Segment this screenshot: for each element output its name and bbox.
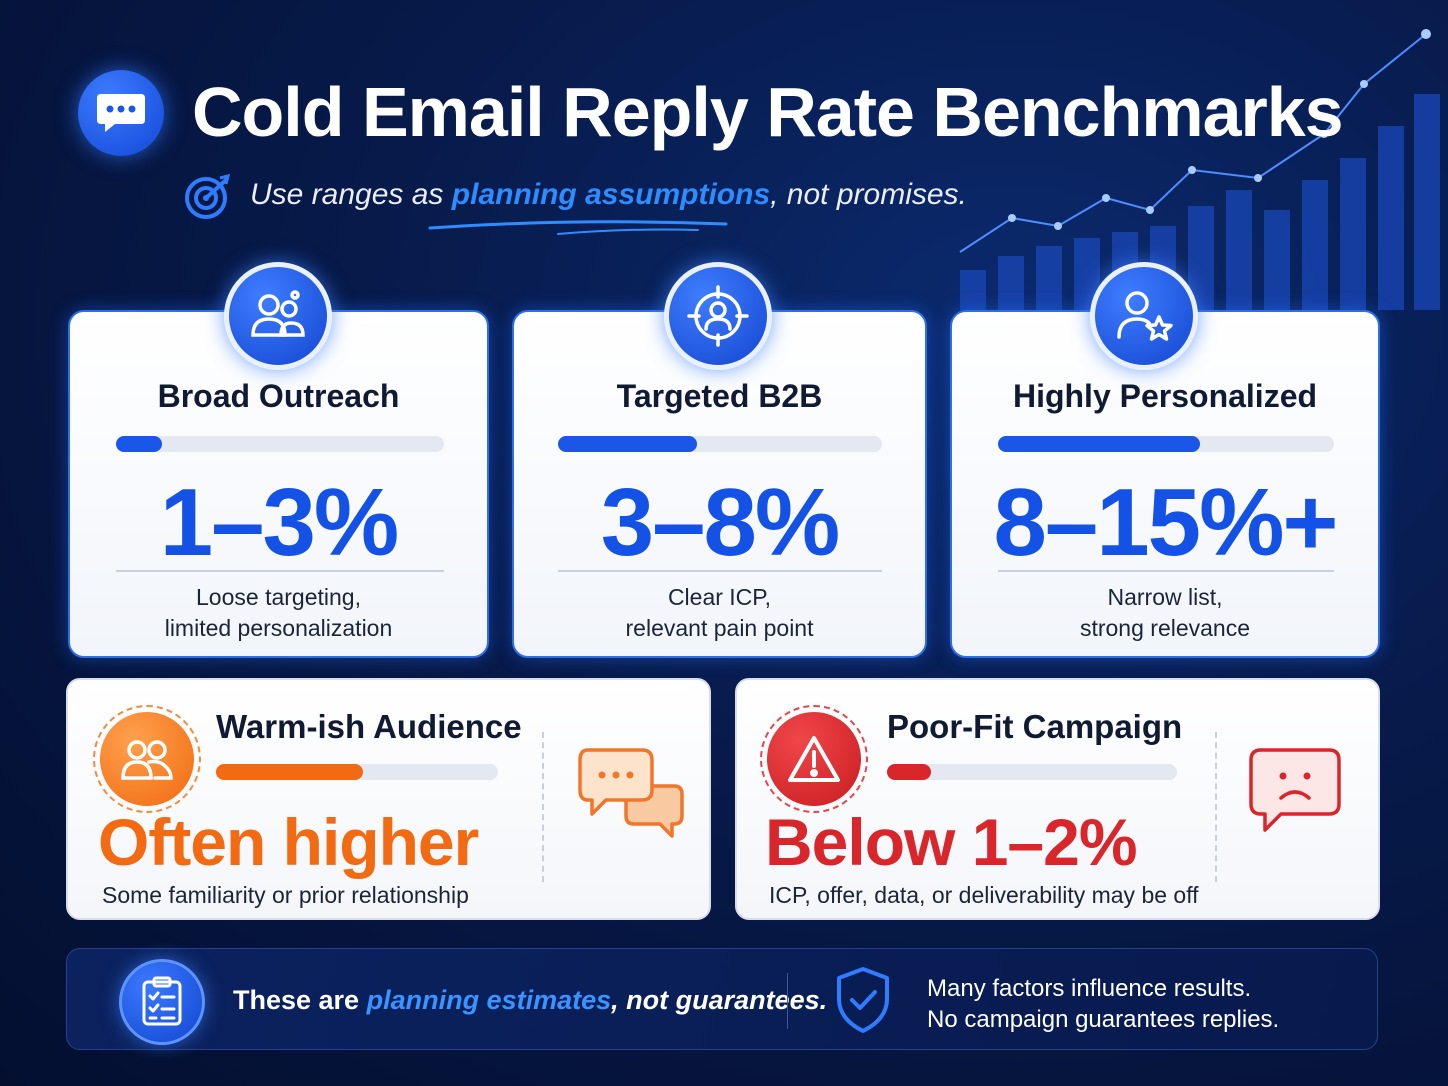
tier-divider <box>558 570 882 572</box>
warm-audience-bar <box>216 764 498 780</box>
tier-card-highly-personalized: Highly Personalized 8–15%+ Narrow list, s… <box>950 310 1380 658</box>
tier-bar-fill <box>998 436 1200 452</box>
tier-bar <box>558 436 882 452</box>
tier-title: Broad Outreach <box>157 378 400 414</box>
chat-bubbles-icon <box>578 748 684 838</box>
tier-value: 8–15%+ <box>993 469 1339 576</box>
tier-title: Highly Personalized <box>1012 378 1318 414</box>
poor-fit-value: Below 1–2% <box>765 805 1137 879</box>
warm-audience-description: Some familiarity or prior relationship <box>102 882 469 908</box>
tier-value: 1–3% <box>159 469 400 576</box>
shield-check-icon <box>837 967 889 1033</box>
poor-fit-divider <box>1215 732 1217 882</box>
tier-description: Loose targeting, limited personalization <box>164 584 393 641</box>
target-icon <box>185 174 231 219</box>
subtitle-underline <box>428 220 728 235</box>
warm-audience-title: Warm-ish Audience <box>216 708 522 745</box>
tier-bar-fill <box>558 436 698 452</box>
page-title: Cold Email Reply Rate Benchmarks <box>192 73 1344 151</box>
warm-audience-bar-fill <box>216 764 363 780</box>
poor-fit-bar-fill <box>887 764 931 780</box>
tier-description: Clear ICP, relevant pain point <box>625 584 814 641</box>
subtitle-highlight: planning assumptions <box>451 178 771 211</box>
poor-fit-campaign-card: Poor-Fit Campaign Below 1–2% ICP, offer,… <box>735 678 1380 920</box>
tier-bar-fill <box>116 436 162 452</box>
tier-bar <box>998 436 1334 452</box>
warning-icon <box>760 705 868 813</box>
warm-audience-card: Warm-ish Audience Often higher Some fami… <box>66 678 711 920</box>
tier-title: Targeted B2B <box>616 378 823 414</box>
chat-bubble-icon <box>78 70 164 156</box>
tier-divider <box>116 570 444 572</box>
tier-bar <box>116 436 444 452</box>
footer-disclaimer: These are planning estimates, not guaran… <box>66 948 1378 1050</box>
footer-disclaimer-right: Many factors influence results. No campai… <box>927 975 1280 1033</box>
poor-fit-title: Poor-Fit Campaign <box>887 708 1183 745</box>
users-group-icon <box>224 262 332 370</box>
checklist-icon <box>119 959 205 1045</box>
users-icon <box>93 705 201 813</box>
poor-fit-bar <box>887 764 1177 780</box>
tier-divider <box>998 570 1334 572</box>
subtitle: Use ranges as planning assumptions, not … <box>250 178 967 212</box>
sad-face-bubble-icon <box>1249 748 1341 832</box>
tier-value: 3–8% <box>600 469 841 576</box>
footer-highlight: planning estimates <box>366 985 612 1015</box>
target-user-icon <box>664 262 772 370</box>
subtitle-prefix: Use ranges as <box>250 178 452 211</box>
subtitle-suffix: , not promises. <box>770 178 967 211</box>
warm-audience-divider <box>542 732 544 882</box>
user-star-icon <box>1090 262 1198 370</box>
poor-fit-description: ICP, offer, data, or deliverability may … <box>769 882 1199 908</box>
footer-disclaimer-left: These are planning estimates, not guaran… <box>233 985 828 1015</box>
footer-divider <box>787 973 788 1029</box>
tier-description: Narrow list, strong relevance <box>1079 584 1251 641</box>
background-growth-chart <box>959 29 1440 310</box>
warm-audience-value: Often higher <box>98 805 479 879</box>
